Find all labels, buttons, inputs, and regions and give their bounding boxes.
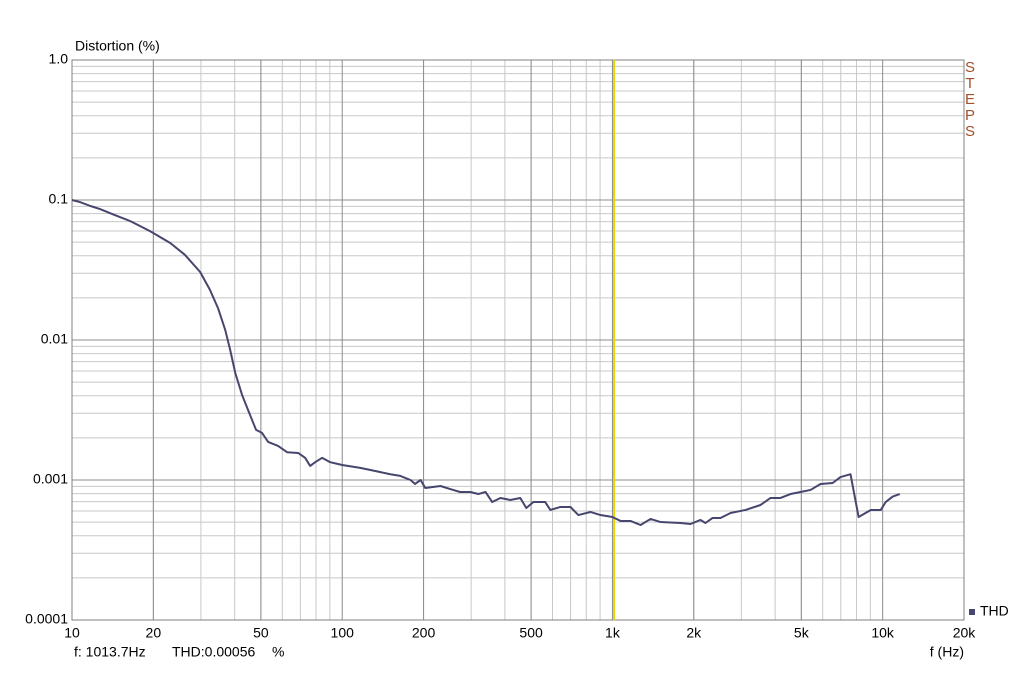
x-tick-label: 20k [953, 625, 977, 641]
y-tick-label: 0.001 [33, 471, 68, 487]
x-tick-label: 2k [686, 625, 702, 641]
x-tick-label: 100 [331, 625, 355, 641]
legend-swatch [969, 609, 975, 615]
data-line [71, 199, 901, 527]
x-tick-label: 200 [412, 625, 436, 641]
x-tick-label: 5k [794, 625, 810, 641]
y-tick-label: 0.0001 [25, 611, 68, 627]
y-tick-label: 0.1 [49, 191, 69, 207]
x-axis-label: f (Hz) [930, 644, 964, 660]
y-tick-label: 0.01 [41, 331, 68, 347]
side-label: STEPS [965, 59, 976, 140]
x-tick-label: 10k [871, 625, 895, 641]
x-tick-label: 10 [64, 625, 80, 641]
readout-value: THD:0.00056 [172, 644, 255, 660]
y-tick-label: 1.0 [49, 51, 69, 67]
plot-frame [71, 59, 965, 621]
readout-unit: % [272, 644, 284, 660]
x-tick-label: 1k [605, 625, 621, 641]
x-tick-label: 500 [519, 625, 543, 641]
x-tick-label: 50 [253, 625, 269, 641]
legend-label: THD [980, 603, 1009, 619]
readout-frequency: f: 1013.7Hz [74, 644, 146, 660]
x-tick-label: 20 [146, 625, 162, 641]
y-axis-label: Distortion (%) [75, 38, 160, 54]
